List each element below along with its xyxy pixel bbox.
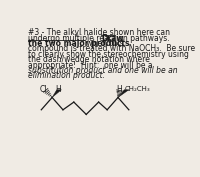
Text: CH₂CH₃: CH₂CH₃ [125, 86, 151, 92]
Text: elimination product.: elimination product. [28, 71, 105, 80]
Text: H: H [116, 84, 122, 93]
Text: the two major products: the two major products [28, 39, 130, 48]
Polygon shape [52, 90, 61, 98]
Text: the dash/wedge notation where: the dash/wedge notation where [28, 55, 150, 64]
Text: H: H [55, 84, 61, 93]
Text: undergo multiple reaction pathways.: undergo multiple reaction pathways. [28, 34, 174, 42]
Text: substitution product and one will be an: substitution product and one will be an [28, 66, 178, 75]
Text: #3 - The alkyl halide shown here can: #3 - The alkyl halide shown here can [28, 28, 170, 37]
Text: appropriate!  Hint:  one will be a: appropriate! Hint: one will be a [28, 61, 153, 70]
Text: when this: when this [84, 39, 124, 48]
Polygon shape [118, 90, 129, 98]
Text: Draw: Draw [101, 34, 123, 42]
Text: to clearly show the stereochemistry using: to clearly show the stereochemistry usin… [28, 50, 189, 59]
Text: compound is treated with NaOCH₃.  Be sure: compound is treated with NaOCH₃. Be sure [28, 44, 195, 53]
Text: Cl: Cl [40, 84, 47, 93]
